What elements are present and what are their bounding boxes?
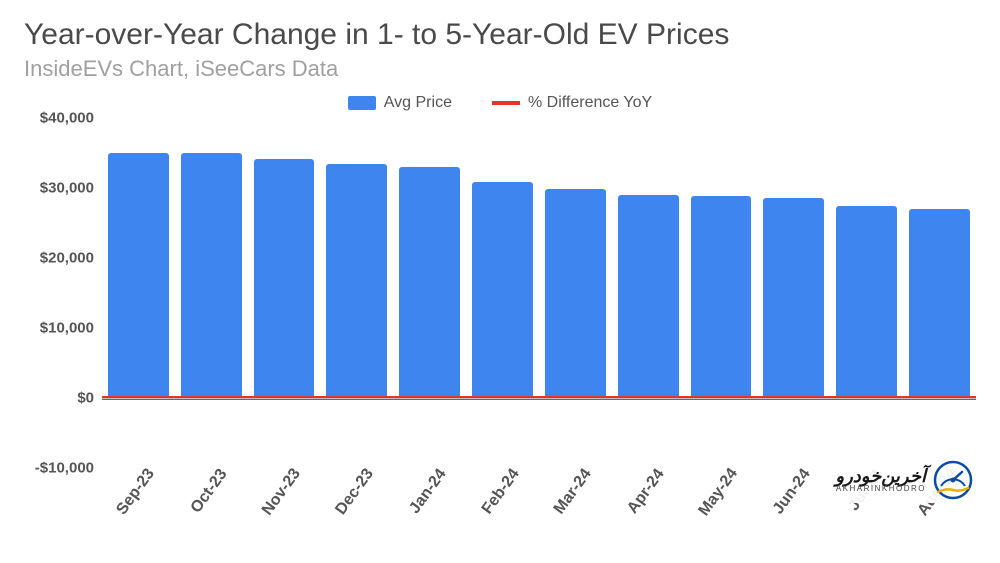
bar: [545, 189, 606, 398]
bar: [326, 164, 387, 399]
x-tick-label: Feb-24: [478, 466, 523, 518]
x-tick: May-24: [691, 468, 752, 538]
x-tick: Nov-23: [254, 468, 315, 538]
bar: [399, 167, 460, 398]
y-tick-label: $40,000: [40, 110, 94, 127]
chart-title: Year-over-Year Change in 1- to 5-Year-Ol…: [24, 18, 976, 52]
x-tick: Mar-24: [545, 468, 606, 538]
legend-bar-label: Avg Price: [384, 94, 452, 112]
x-tick-label: Sep-23: [114, 466, 159, 519]
watermark-text: آخرین‌خودرو AKHARINKHODRO: [835, 467, 926, 493]
x-tick-label: Apr-24: [624, 466, 668, 518]
x-tick-label: Dec-23: [332, 466, 377, 519]
bar: [836, 206, 897, 398]
x-tick: Oct-23: [181, 468, 242, 538]
bar: [254, 159, 315, 398]
y-tick-label: $0: [77, 390, 94, 407]
bar: [691, 196, 752, 398]
watermark-main: آخرین‌خودرو: [835, 467, 926, 485]
x-tick-label: Jun-24: [770, 466, 815, 518]
chart-area: -$10,000$0$10,000$20,000$30,000$40,000: [24, 118, 976, 468]
x-tick-label: Nov-23: [259, 465, 305, 519]
y-axis: -$10,000$0$10,000$20,000$30,000$40,000: [24, 118, 102, 468]
x-tick-label: Oct-23: [188, 466, 232, 517]
watermark-sub: AKHARINKHODRO: [835, 485, 926, 493]
speedometer-icon: [932, 459, 974, 501]
x-tick: Jun-24: [763, 468, 824, 538]
x-tick-label: May-24: [696, 465, 742, 519]
bar: [618, 195, 679, 398]
x-axis-line: [102, 398, 976, 399]
bars-container: [102, 118, 976, 398]
y-tick-label: -$10,000: [35, 460, 94, 477]
x-tick-label: Jan-24: [406, 466, 450, 518]
x-tick: Dec-23: [326, 468, 387, 538]
y-tick-label: $10,000: [40, 320, 94, 337]
bar: [909, 209, 970, 398]
legend-swatch-line: [492, 101, 520, 105]
legend: Avg Price % Difference YoY: [24, 94, 976, 112]
x-tick-label: Mar-24: [551, 466, 596, 518]
x-tick: Feb-24: [472, 468, 533, 538]
bar: [181, 153, 242, 398]
legend-swatch-bar: [348, 96, 376, 110]
y-tick-label: $30,000: [40, 180, 94, 197]
legend-line-label: % Difference YoY: [528, 94, 652, 112]
chart-subtitle: InsideEVs Chart, iSeeCars Data: [24, 56, 976, 82]
x-tick: Jan-24: [399, 468, 460, 538]
legend-item-bar: Avg Price: [348, 94, 452, 112]
bar: [763, 198, 824, 398]
bar: [108, 153, 169, 398]
plot-area: [102, 118, 976, 468]
x-tick: Sep-23: [108, 468, 169, 538]
x-tick: Apr-24: [618, 468, 679, 538]
y-tick-label: $20,000: [40, 250, 94, 267]
bar: [472, 182, 533, 398]
watermark: آخرین‌خودرو AKHARINKHODRO: [829, 457, 980, 503]
legend-item-line: % Difference YoY: [492, 94, 652, 112]
